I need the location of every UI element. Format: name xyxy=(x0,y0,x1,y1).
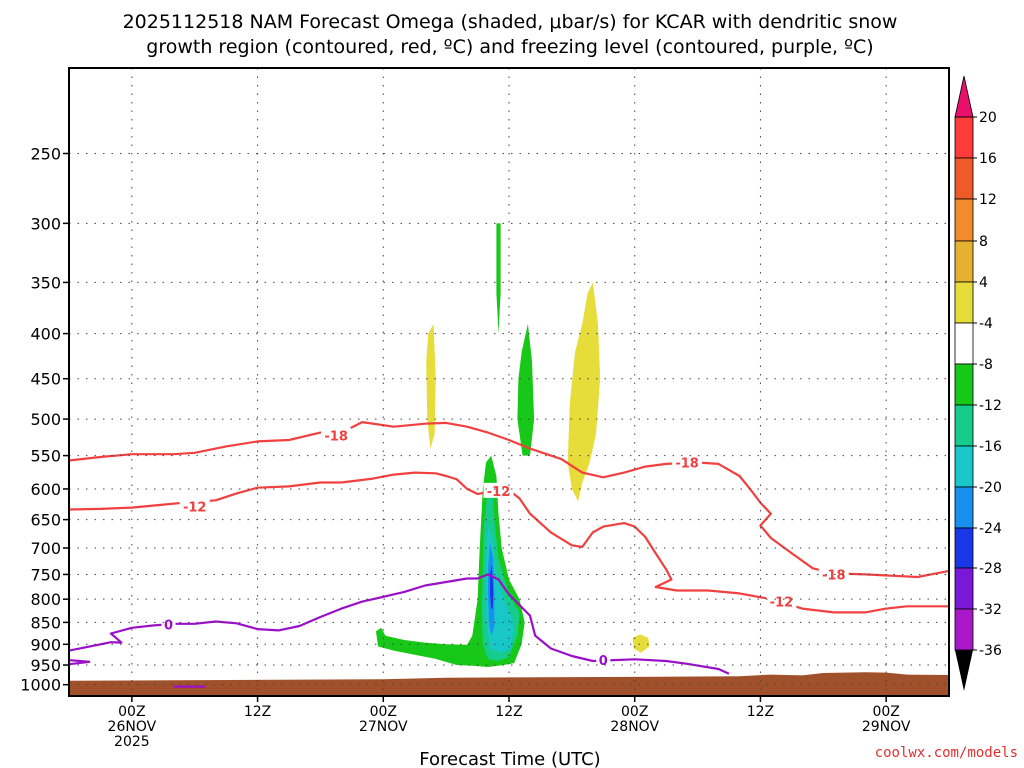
colorbar-segment xyxy=(954,116,974,159)
isotherm-minus-18 xyxy=(69,421,949,579)
omega-region-green-sliver-top xyxy=(496,223,501,334)
colorbar-label: -16 xyxy=(979,439,1002,455)
y-tick-label: 800 xyxy=(30,590,61,609)
x-tick-label: 27NOV xyxy=(359,719,408,735)
omega-region-yellow-column-a xyxy=(426,323,436,449)
isotherm-label-minus-18: -18 xyxy=(822,568,846,583)
colorbar-segment xyxy=(954,567,974,610)
omega-region-yellow-blob xyxy=(632,634,650,653)
y-tick-label: 350 xyxy=(30,273,61,292)
colorbar-label: -32 xyxy=(979,602,1002,618)
colorbar-segment xyxy=(954,322,974,365)
y-tick-label: 750 xyxy=(30,565,61,584)
y-tick-label: 600 xyxy=(30,480,61,499)
colorbar-label: 12 xyxy=(979,192,997,208)
isotherm-label-bg xyxy=(483,482,514,498)
colorbar-label: 8 xyxy=(979,234,988,250)
isotherm-minus-12 xyxy=(69,471,949,614)
y-tick-label: 950 xyxy=(30,656,61,675)
x-tick-label: 28NOV xyxy=(610,719,659,735)
colorbar-label: -24 xyxy=(979,521,1002,537)
colorbar-label: 16 xyxy=(979,151,997,167)
isotherm-label-minus-12: -12 xyxy=(183,500,207,515)
freezing-level-line xyxy=(69,573,730,675)
x-tick-label: 26NOV xyxy=(108,719,157,735)
isotherm-label-bg xyxy=(179,498,210,514)
colorbar-segment xyxy=(954,608,974,651)
colorbar-segment xyxy=(954,198,974,242)
freezing-label-bg xyxy=(596,652,611,668)
colorbar-label: 4 xyxy=(979,275,988,291)
y-tick-label: 500 xyxy=(30,410,61,429)
y-tick-label: 300 xyxy=(30,214,61,233)
y-tick-label: 250 xyxy=(30,144,61,163)
isotherm-label-bg xyxy=(672,454,703,470)
freezing-level-segment xyxy=(69,659,91,666)
colorbar-segment xyxy=(954,281,974,324)
chart-title-line-1: 2025112518 NAM Forecast Omega (shaded, μ… xyxy=(123,11,898,33)
axes: 250 300 350 400 450 500 550 600 650 700 750 800 850 9… xyxy=(20,144,911,750)
x-tick-label: 29NOV xyxy=(862,719,911,735)
isotherm-label-bg xyxy=(321,427,352,443)
y-tick-label: 400 xyxy=(30,325,61,344)
colorbar-segment xyxy=(954,527,974,569)
omega-region-green-column xyxy=(517,323,535,456)
x-tick-label: 00Z xyxy=(370,704,397,720)
colorbar-segment xyxy=(954,404,974,447)
y-tick-label: 850 xyxy=(30,613,61,632)
x-tick-label: 12Z xyxy=(747,704,774,720)
colorbar: 20 16 12 8 4 -4 -8 -12 -16 -20 -24 -28 -32 -36 xyxy=(954,75,1002,691)
colorbar-segment xyxy=(954,363,974,406)
isotherm-label-minus-18: -18 xyxy=(675,457,699,472)
credit-text: coolwx.com/models xyxy=(875,745,1018,761)
colorbar-top-arrow xyxy=(955,76,973,117)
isotherm-label-minus-18: -18 xyxy=(324,430,348,445)
isotherm-label-minus-12: -12 xyxy=(487,485,511,500)
isotherm-label-minus-12: -12 xyxy=(770,596,794,611)
colorbar-segment xyxy=(954,486,974,529)
colorbar-label: 20 xyxy=(979,110,997,126)
colorbar-label: -20 xyxy=(979,480,1002,496)
y-tick-label: 700 xyxy=(30,539,61,558)
colorbar-label: -8 xyxy=(979,357,993,373)
colorbar-top-outline xyxy=(954,75,974,118)
colorbar-label: -12 xyxy=(979,398,1002,414)
y-tick-label: 1000 xyxy=(20,676,61,695)
freezing-level-label: 0 xyxy=(164,619,173,634)
omega-region-yellow-column-b xyxy=(567,282,601,502)
chart-title-line-2: growth region (contoured, red, ºC) and f… xyxy=(146,36,873,58)
colorbar-segment xyxy=(954,240,974,283)
x-tick-label: 00Z xyxy=(872,704,899,720)
colorbar-bottom-arrow xyxy=(955,650,973,691)
x-tick-label: 12Z xyxy=(244,704,271,720)
colorbar-label: -28 xyxy=(979,561,1002,577)
colorbar-segment xyxy=(954,157,974,200)
x-axis-label: Forecast Time (UTC) xyxy=(419,749,600,768)
terrain-fill xyxy=(69,672,949,696)
x-tick-label: 00Z xyxy=(118,704,145,720)
x-tick-label: 12Z xyxy=(495,704,522,720)
colorbar-label: -36 xyxy=(979,643,1002,659)
y-tick-label: 900 xyxy=(30,635,61,654)
y-tick-label: 550 xyxy=(30,447,61,466)
colorbar-segment xyxy=(954,445,974,488)
freezing-label-bg xyxy=(161,616,176,632)
isotherm-label-bg xyxy=(818,566,849,582)
freezing-level-label: 0 xyxy=(599,654,608,669)
colorbar-label: -4 xyxy=(979,316,993,332)
y-tick-label: 650 xyxy=(30,511,61,530)
x-tick-label: 2025 xyxy=(114,734,150,750)
plot-area: -18 -18 -18 -12 -12 -12 0 0 xyxy=(69,223,949,696)
isotherm-label-bg xyxy=(766,593,797,609)
x-tick-label: 00Z xyxy=(621,704,648,720)
y-tick-label: 450 xyxy=(30,370,61,389)
